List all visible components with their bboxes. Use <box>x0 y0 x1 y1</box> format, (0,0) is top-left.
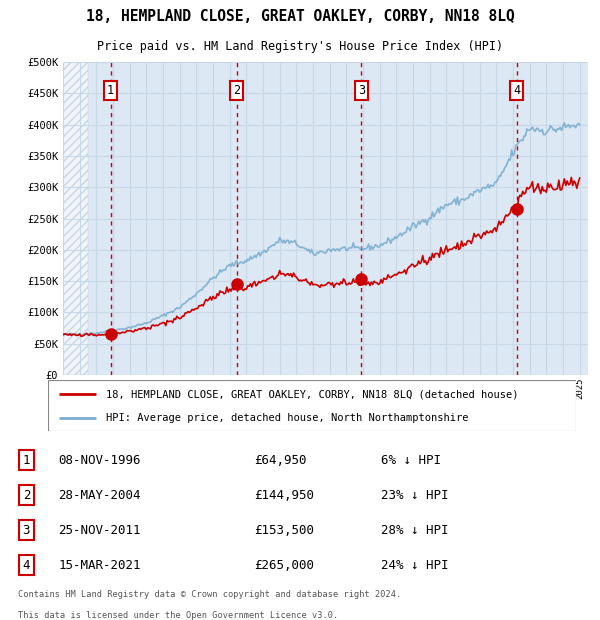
Text: £153,500: £153,500 <box>254 524 314 537</box>
Text: 3: 3 <box>358 84 365 97</box>
Text: 18, HEMPLAND CLOSE, GREAT OAKLEY, CORBY, NN18 8LQ (detached house): 18, HEMPLAND CLOSE, GREAT OAKLEY, CORBY,… <box>106 389 518 399</box>
FancyBboxPatch shape <box>48 380 576 431</box>
Text: 2: 2 <box>23 489 30 502</box>
Text: 15-MAR-2021: 15-MAR-2021 <box>58 559 140 572</box>
Text: 4: 4 <box>23 559 30 572</box>
Text: 1: 1 <box>23 454 30 467</box>
Text: 3: 3 <box>23 524 30 537</box>
Text: £265,000: £265,000 <box>254 559 314 572</box>
Text: Contains HM Land Registry data © Crown copyright and database right 2024.: Contains HM Land Registry data © Crown c… <box>18 590 401 600</box>
Text: 2: 2 <box>233 84 240 97</box>
Text: Price paid vs. HM Land Registry's House Price Index (HPI): Price paid vs. HM Land Registry's House … <box>97 40 503 53</box>
Text: 1: 1 <box>107 84 114 97</box>
Text: This data is licensed under the Open Government Licence v3.0.: This data is licensed under the Open Gov… <box>18 611 338 620</box>
Text: £144,950: £144,950 <box>254 489 314 502</box>
Text: 28% ↓ HPI: 28% ↓ HPI <box>380 524 448 537</box>
Text: 6% ↓ HPI: 6% ↓ HPI <box>380 454 440 467</box>
Text: 4: 4 <box>513 84 520 97</box>
Text: HPI: Average price, detached house, North Northamptonshire: HPI: Average price, detached house, Nort… <box>106 413 469 423</box>
Text: 25-NOV-2011: 25-NOV-2011 <box>58 524 140 537</box>
Bar <box>63 62 88 375</box>
Text: 24% ↓ HPI: 24% ↓ HPI <box>380 559 448 572</box>
Text: 18, HEMPLAND CLOSE, GREAT OAKLEY, CORBY, NN18 8LQ: 18, HEMPLAND CLOSE, GREAT OAKLEY, CORBY,… <box>86 9 514 24</box>
Text: 23% ↓ HPI: 23% ↓ HPI <box>380 489 448 502</box>
Text: £64,950: £64,950 <box>254 454 307 467</box>
Text: 08-NOV-1996: 08-NOV-1996 <box>58 454 140 467</box>
Text: 28-MAY-2004: 28-MAY-2004 <box>58 489 140 502</box>
